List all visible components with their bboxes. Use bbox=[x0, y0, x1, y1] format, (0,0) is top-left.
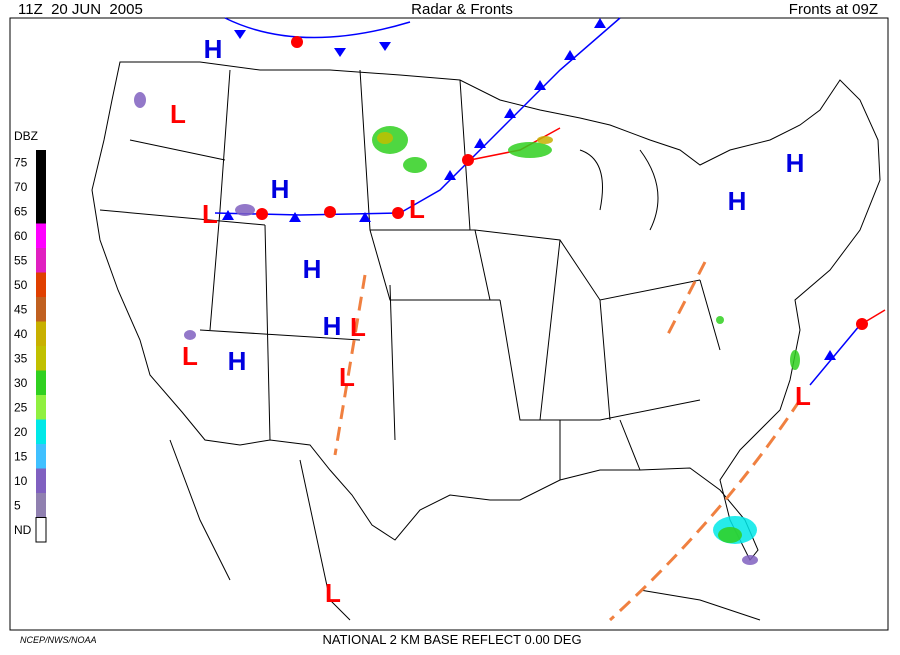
header-title: Radar & Fronts bbox=[411, 1, 513, 18]
pressure-center: L bbox=[795, 381, 811, 411]
front-triangle bbox=[474, 138, 486, 148]
legend-label: 60 bbox=[14, 229, 28, 243]
legend-label: 45 bbox=[14, 302, 28, 316]
legend-label: 75 bbox=[14, 155, 28, 169]
cold-front bbox=[399, 17, 621, 214]
pressure-center: L bbox=[325, 578, 341, 608]
radar-echo bbox=[537, 136, 553, 144]
radar-echo bbox=[790, 350, 800, 370]
front-triangle bbox=[564, 50, 576, 60]
header-time: 11Z 20 JUN 2005 bbox=[18, 1, 143, 18]
radar-echo bbox=[508, 142, 552, 158]
pressure-center: L bbox=[182, 341, 198, 371]
front-semicircle bbox=[324, 206, 336, 218]
legend-title: DBZ bbox=[14, 129, 38, 143]
legend-label: 15 bbox=[14, 449, 28, 463]
legend-label: 5 bbox=[14, 498, 21, 512]
front-semicircle bbox=[291, 36, 303, 48]
legend-label: 10 bbox=[14, 474, 28, 488]
pressure-center: H bbox=[786, 148, 805, 178]
radar-echo bbox=[716, 316, 724, 324]
map-frame bbox=[9, 17, 889, 631]
legend-label: 30 bbox=[14, 376, 28, 390]
radar-echo bbox=[403, 157, 427, 173]
front-triangle bbox=[534, 80, 546, 90]
pressure-center: L bbox=[409, 194, 425, 224]
legend-swatch bbox=[36, 346, 46, 371]
front-triangle bbox=[504, 108, 516, 118]
front-semicircle bbox=[256, 208, 268, 220]
legend-swatch bbox=[36, 321, 46, 346]
legend-label: 20 bbox=[14, 425, 28, 439]
pressure-center: H bbox=[728, 186, 747, 216]
footer-product: NATIONAL 2 KM BASE REFLECT 0.00 DEG bbox=[322, 632, 581, 647]
legend-swatch bbox=[36, 272, 46, 297]
legend-label: 25 bbox=[14, 400, 28, 414]
front-semicircle bbox=[392, 207, 404, 219]
legend-swatch bbox=[36, 174, 46, 199]
pressure-center: L bbox=[350, 312, 366, 342]
pressure-center: L bbox=[202, 199, 218, 229]
front-triangle bbox=[359, 212, 371, 222]
header-fronts: Fronts at 09Z bbox=[789, 1, 878, 18]
front-triangle bbox=[334, 48, 346, 57]
front-triangle bbox=[594, 18, 606, 28]
front-triangle bbox=[444, 170, 456, 180]
radar-echo bbox=[718, 527, 742, 543]
radar-echo bbox=[742, 555, 758, 565]
legend-swatch bbox=[36, 199, 46, 224]
legend-swatch bbox=[36, 468, 46, 493]
front-semicircle bbox=[856, 318, 868, 330]
legend-swatch bbox=[35, 517, 47, 543]
legend-swatch bbox=[36, 395, 46, 420]
legend-swatch bbox=[36, 223, 46, 248]
legend-label: ND bbox=[14, 523, 32, 537]
radar-echo bbox=[184, 330, 196, 340]
pressure-center: L bbox=[339, 362, 355, 392]
legend-swatch bbox=[36, 444, 46, 469]
legend-swatch bbox=[36, 419, 46, 444]
pressure-center: L bbox=[170, 99, 186, 129]
legend-label: 50 bbox=[14, 278, 28, 292]
cold-front bbox=[809, 324, 861, 386]
legend-label: 35 bbox=[14, 351, 28, 365]
front-semicircle bbox=[462, 154, 474, 166]
radar-echo bbox=[377, 132, 393, 144]
front-triangle bbox=[824, 350, 836, 360]
legend-swatch bbox=[36, 150, 46, 175]
pressure-center: H bbox=[303, 254, 322, 284]
pressure-center: H bbox=[323, 311, 342, 341]
pressure-center: H bbox=[228, 346, 247, 376]
footer-credit: NCEP/NWS/NOAA bbox=[20, 635, 97, 645]
legend-label: 55 bbox=[14, 253, 28, 267]
legend-swatch bbox=[36, 493, 46, 518]
legend-swatch bbox=[36, 297, 46, 322]
trough bbox=[333, 261, 802, 622]
pressure-center: H bbox=[271, 174, 290, 204]
radar-echo bbox=[134, 92, 146, 108]
legend-swatch bbox=[36, 370, 46, 395]
front-triangle bbox=[222, 210, 234, 220]
radar-echo bbox=[235, 204, 255, 216]
legend-label: 70 bbox=[14, 180, 28, 194]
front-triangle bbox=[289, 212, 301, 222]
cold-front bbox=[224, 17, 411, 39]
legend-label: 65 bbox=[14, 204, 28, 218]
legend-label: 40 bbox=[14, 327, 28, 341]
front-triangle bbox=[379, 42, 391, 51]
pressure-center: H bbox=[204, 34, 223, 64]
legend-swatch bbox=[36, 248, 46, 273]
front-triangle bbox=[234, 30, 246, 39]
